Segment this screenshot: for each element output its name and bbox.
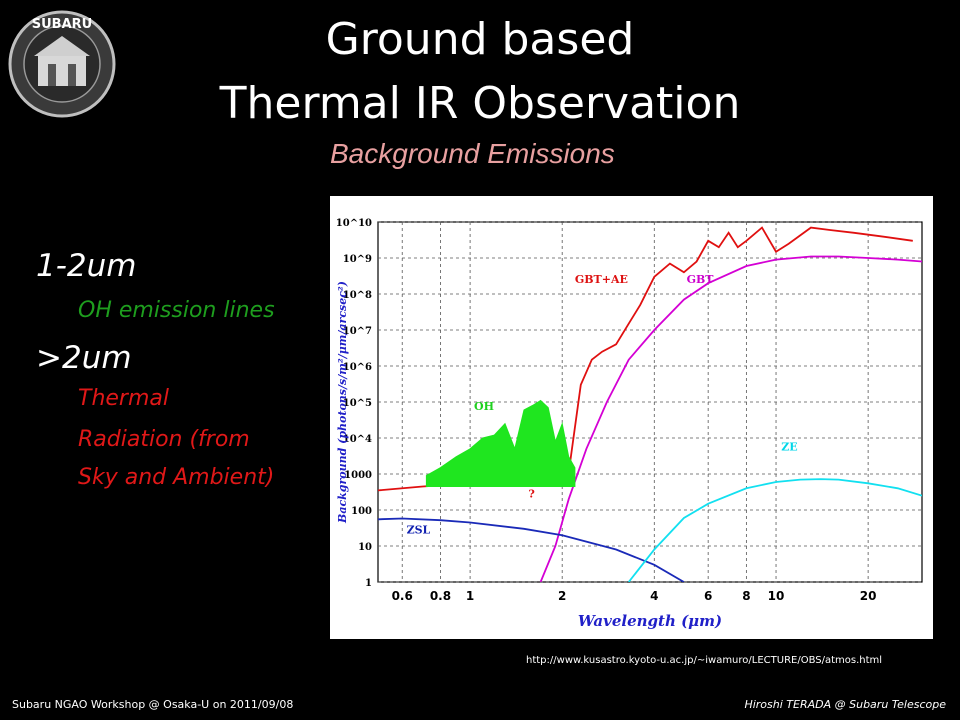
x-tick-label: 10	[768, 589, 785, 603]
series-oh-emission	[425, 399, 576, 487]
x-tick-label: 4	[650, 589, 658, 603]
annotation-ze: ZE	[781, 440, 797, 453]
annotation-oh: OH	[474, 400, 494, 413]
bullet-2-line-2: Radiation (from	[78, 427, 250, 452]
annotation-zsl: ZSL	[407, 524, 431, 537]
background-emission-chart: 0.6 0.8 1 2 4 6 8 10 20 1 10 100 1000 10^4 10^5 10^6 10^…	[336, 218, 923, 630]
bullet-2-head: >2um	[36, 340, 132, 376]
bullet-2-line-1: Thermal	[78, 386, 169, 411]
x-tick-label: 20	[860, 589, 877, 603]
x-tick-label: 8	[742, 589, 750, 603]
y-tick-label: 10^7	[343, 326, 372, 337]
annotation--: ?	[528, 488, 534, 501]
y-tick-label: 10^4	[343, 434, 372, 445]
y-tick-label: 1	[365, 578, 372, 589]
x-tick-label: 0.8	[430, 589, 451, 603]
series-gbt	[539, 255, 922, 582]
y-tick-label: 1000	[344, 470, 372, 481]
source-url[interactable]: http://www.kusastro.kyoto-u.ac.jp/~iwamu…	[526, 655, 883, 666]
series-gbt-ae	[378, 226, 913, 492]
bullet-1-sub: OH emission lines	[78, 298, 275, 323]
y-tick-label: 10^10	[336, 218, 372, 229]
y-axis-label: Background (photons/s/m²/μm/arcsec²)	[336, 281, 349, 524]
subaru-logo: SUBARU	[8, 10, 116, 118]
title-line-2: Thermal IR Observation	[219, 78, 741, 129]
x-tick-label: 0.6	[392, 589, 413, 603]
logo-name: SUBARU	[32, 17, 92, 32]
footer-right: Hiroshi TERADA @ Subaru Telescope	[744, 698, 946, 711]
chart-panel: 0.6 0.8 1 2 4 6 8 10 20 1 10 100 1000 10^4 10^5 10^6 10^…	[330, 196, 933, 639]
y-tick-label: 10^9	[343, 254, 372, 265]
y-tick-label: 100	[351, 506, 372, 517]
annotation-gbt: GBT	[687, 273, 715, 286]
x-tick-label: 2	[558, 589, 566, 603]
y-tick-label: 10	[358, 542, 372, 553]
x-axis-label: Wavelength (μm)	[578, 612, 722, 630]
x-tick-label: 1	[466, 589, 474, 603]
series-ze	[627, 478, 922, 582]
y-tick-label: 10^6	[343, 362, 372, 373]
y-tick-label: 10^5	[343, 398, 372, 409]
subtitle: Background Emissions	[330, 138, 615, 169]
bullet-1-head: 1-2um	[36, 248, 137, 284]
title-line-1: Ground based	[325, 14, 635, 65]
bullet-2-line-3: Sky and Ambient)	[78, 465, 275, 490]
x-tick-label: 6	[704, 589, 712, 603]
footer-left: Subaru NGAO Workshop @ Osaka-U on 2011/0…	[12, 698, 294, 711]
y-tick-label: 10^8	[343, 290, 372, 301]
annotation-gbt-ae: GBT+AE	[575, 273, 628, 286]
